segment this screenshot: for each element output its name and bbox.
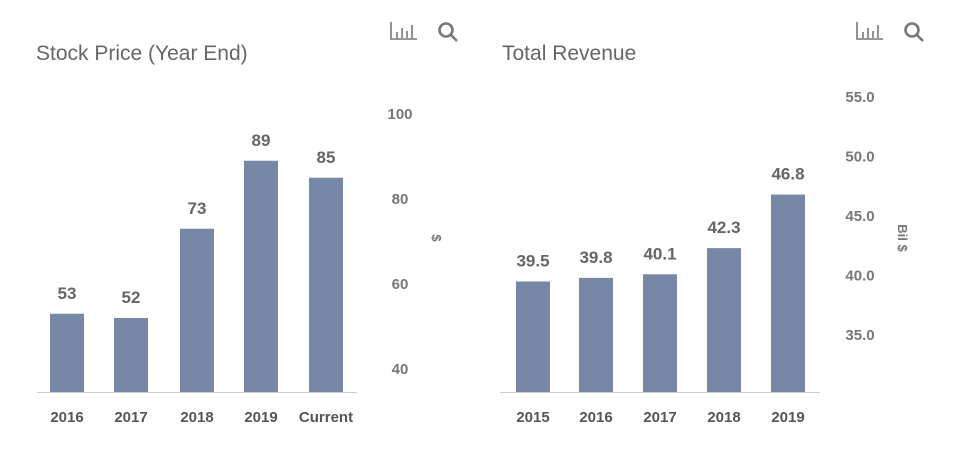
y-axis-label-stock: $ <box>429 234 444 242</box>
chart-title-revenue: Total Revenue <box>502 42 636 65</box>
bar[interactable] <box>771 194 805 392</box>
y-tick-label: 60 <box>392 276 409 293</box>
x-tick-label: 2016 <box>50 409 83 426</box>
bar-chart-icon[interactable] <box>856 22 883 40</box>
data-label: 89 <box>252 131 271 150</box>
data-label: 85 <box>317 148 336 167</box>
y-tick-label: 45.0 <box>845 208 874 225</box>
x-tick-label: 2018 <box>707 409 740 426</box>
y-axis-label-revenue: Bil $ <box>895 224 910 252</box>
x-tick-label: 2019 <box>771 409 804 426</box>
bar[interactable] <box>244 160 278 392</box>
bar[interactable] <box>707 248 741 392</box>
bar[interactable] <box>516 281 550 392</box>
x-tick-label: 2017 <box>643 409 676 426</box>
y-tick-label: 80 <box>392 191 409 208</box>
y-tick-label: 40.0 <box>845 268 874 285</box>
data-label: 52 <box>122 288 141 307</box>
x-tick-label: Current <box>299 409 353 426</box>
y-tick-label: 35.0 <box>845 327 874 344</box>
y-tick-label: 50.0 <box>845 149 874 166</box>
data-label: 53 <box>58 284 77 303</box>
y-tick-label: 40 <box>392 361 409 378</box>
search-icon[interactable] <box>438 22 458 42</box>
x-tick-label: 2018 <box>180 409 213 426</box>
bar-chart-icon[interactable] <box>390 22 417 40</box>
bar[interactable] <box>309 177 343 392</box>
x-tick-label: 2015 <box>516 409 549 426</box>
bar[interactable] <box>114 318 148 392</box>
x-tick-label: 2017 <box>114 409 147 426</box>
x-tick-label: 2016 <box>579 409 612 426</box>
data-label: 40.1 <box>643 244 676 263</box>
bar[interactable] <box>579 277 613 392</box>
data-label: 73 <box>188 199 207 218</box>
data-label: 39.5 <box>516 251 549 270</box>
data-label: 39.8 <box>579 248 612 267</box>
search-icon[interactable] <box>904 22 924 42</box>
x-tick-label: 2019 <box>244 409 277 426</box>
y-tick-label: 100 <box>387 106 412 123</box>
y-tick-label: 55.0 <box>845 89 874 106</box>
bar[interactable] <box>180 228 214 392</box>
bar[interactable] <box>50 313 84 392</box>
data-label: 42.3 <box>707 218 740 237</box>
data-label: 46.8 <box>771 165 804 184</box>
bar[interactable] <box>643 274 677 392</box>
chart-title-stock: Stock Price (Year End) <box>36 42 248 65</box>
